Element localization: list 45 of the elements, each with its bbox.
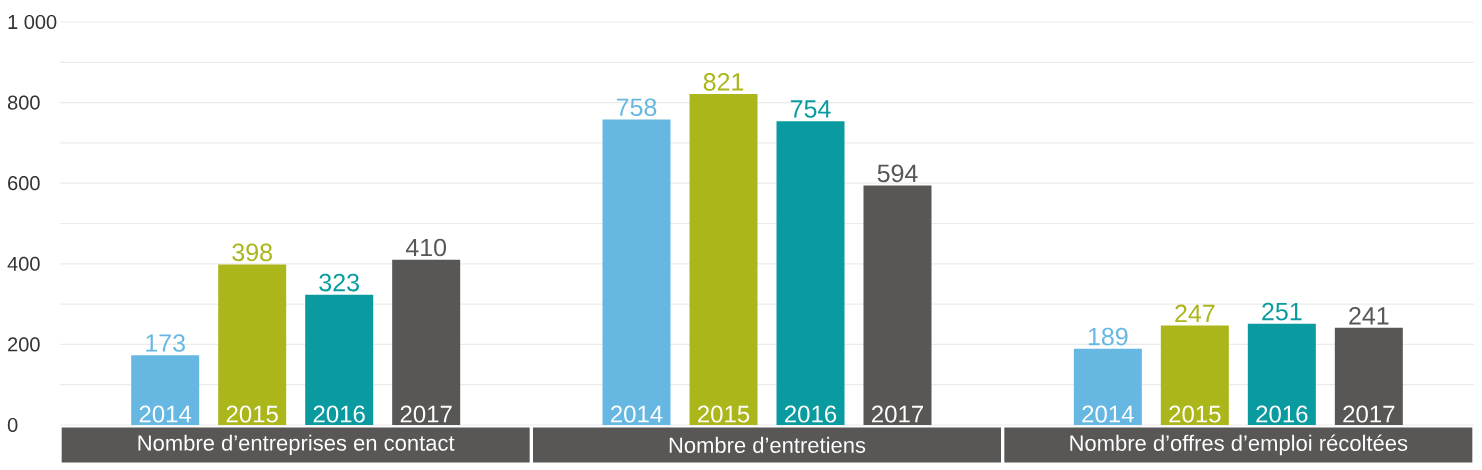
data-label: 410: [405, 238, 447, 257]
data-label: 821: [703, 73, 744, 91]
data-label: 251: [1262, 302, 1302, 321]
bar: [1247, 323, 1316, 425]
data-label: 754: [790, 100, 831, 118]
data-label: 323: [319, 273, 359, 292]
text: 2014: [1082, 405, 1134, 423]
y-tick-label: 200: [8, 337, 40, 352]
x-tick-label: Nombre d’offres d’emploi récoltées: [1070, 434, 1408, 456]
y-tick-label: 1 000: [8, 14, 57, 30]
x-tick-label: Nombre d’entretiens: [669, 436, 866, 453]
data-label: 398: [232, 243, 272, 262]
y-tick-label: 600: [8, 176, 40, 191]
data-label: 758: [616, 98, 657, 117]
series-label: 2017: [400, 405, 452, 423]
bar: [863, 185, 932, 425]
bar: [689, 94, 758, 425]
data-label: 173: [146, 334, 185, 352]
data-label: 189: [1088, 327, 1128, 346]
bar: [131, 355, 200, 425]
text: 2016: [785, 405, 837, 423]
bar: [776, 121, 845, 425]
data-label: 247: [1175, 304, 1215, 323]
text: 2016: [1256, 405, 1308, 423]
x-tick-label: Nombre d’entreprises en contact: [138, 434, 455, 456]
data-label: 241: [1349, 307, 1389, 325]
y-tick-label: 800: [7, 95, 40, 110]
text: 2017: [872, 405, 923, 423]
y-tick-label: 400: [7, 256, 40, 271]
text: 2015: [698, 405, 750, 423]
y-tick-label: 0: [7, 417, 18, 433]
bar: [1334, 327, 1403, 425]
bar: [602, 119, 671, 425]
bar: [1160, 325, 1229, 425]
bar: [392, 259, 461, 425]
bar: [305, 294, 374, 425]
data-label: 594: [877, 164, 918, 183]
bar: [1073, 348, 1142, 425]
series-label: 2016: [313, 405, 365, 423]
text: 2017: [1343, 405, 1395, 423]
series-label: 2015: [226, 405, 278, 423]
text: 2015: [1169, 405, 1221, 423]
bar: [218, 264, 287, 425]
series-label: 2014: [139, 405, 192, 423]
text: 2014: [611, 405, 663, 423]
